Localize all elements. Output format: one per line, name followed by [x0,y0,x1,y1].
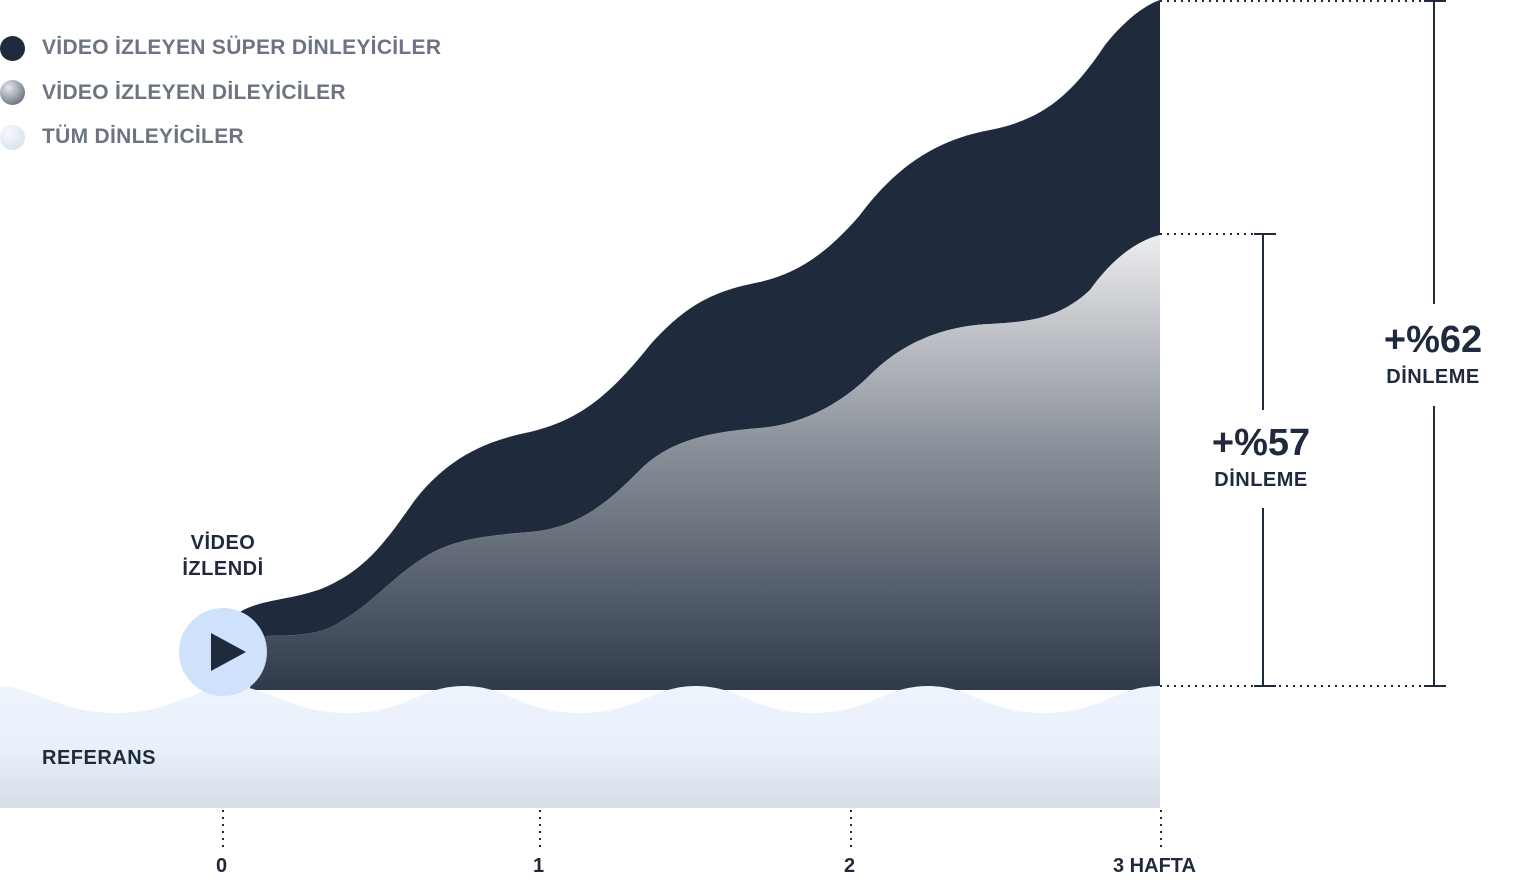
video-watched-label: VİDEO İZLENDİ [163,530,283,582]
x-tick-label-2: 2 [844,855,856,877]
gain-viewers-value: +%57 [1211,422,1311,464]
play-icon [211,633,246,671]
legend-item-video-viewers: VİDEO İZLEYEN DİLEYİCİLER [0,71,441,116]
gain-viewers-bracket [1254,233,1276,687]
series-super-listeners-area [240,0,1160,636]
gain-viewers-label: DİNLEME [1214,469,1308,491]
x-tick-label-1: 1 [533,855,545,877]
legend-label: VİDEO İZLEYEN SÜPER DİNLEYİCİLER [42,36,442,60]
series-video-viewers-area [250,235,1160,690]
x-tick-label-3: 3 HAFTA [1113,855,1196,877]
video-watched-line2: İZLENDİ [182,558,264,580]
legend-item-super-listeners: VİDEO İZLEYEN SÜPER DİNLEYİCİLER [0,26,441,71]
legend-swatch-gray [0,80,25,106]
legend-label: VİDEO İZLEYEN DİLEYİCİLER [42,80,346,104]
legend: VİDEO İZLEYEN SÜPER DİNLEYİCİLER VİDEO İ… [0,26,441,160]
gain-super-label: DİNLEME [1386,366,1480,388]
play-button[interactable] [179,608,267,696]
gain-super-annotation: +%62 DİNLEME [1366,317,1500,391]
legend-swatch-light [0,124,25,150]
gain-viewers-annotation: +%57 DİNLEME [1196,420,1326,494]
legend-label: TÜM DİNLEYİCİLER [42,125,244,149]
gain-super-bracket [1424,0,1446,687]
x-tick-label-0: 0 [216,855,228,877]
legend-item-all-listeners: TÜM DİNLEYİCİLER [0,115,441,160]
series-all-listeners-area [0,686,1160,808]
video-watched-line1: VİDEO [190,532,256,554]
legend-swatch-dark [0,35,25,61]
x-axis-ticks [222,810,1162,850]
gain-super-value: +%62 [1383,319,1483,361]
baseline-label: REFERANS [42,747,157,769]
